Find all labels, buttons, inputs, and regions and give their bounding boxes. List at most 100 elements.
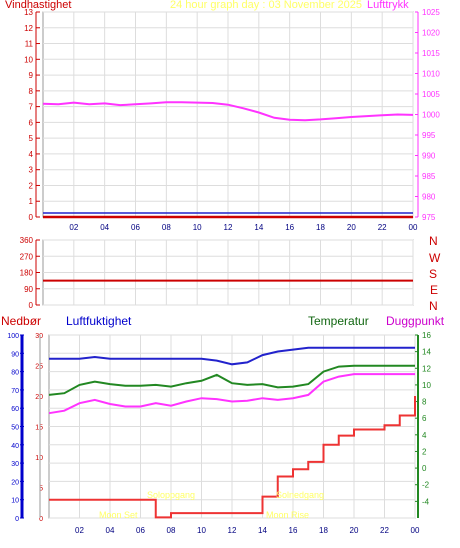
wind-pressure-series (42, 101, 414, 219)
direction-tick-label: 360 (20, 236, 34, 245)
humidity-tick-label: 80 (11, 370, 19, 377)
x-tick-label: 04 (106, 526, 115, 535)
x-tick-label: 16 (289, 526, 298, 535)
x-tick-label: 18 (319, 526, 328, 535)
temperature-label: Temperatur (308, 314, 369, 328)
x-tick-label: 08 (162, 223, 171, 232)
compass-label-east: E (430, 283, 439, 297)
compass-label-north-top: N (429, 234, 438, 248)
x-tick-label: 18 (316, 223, 325, 232)
direction-tick-label: 0 (29, 301, 34, 310)
compass-label-west: W (429, 251, 441, 265)
humidity-line (49, 346, 415, 366)
wind-direction-ticks: 0 90 180 270 360 (20, 236, 40, 310)
temperature-tick-label: 14 (422, 348, 431, 357)
temperature-tick-label: 16 (422, 331, 431, 340)
pressure-tick-label: 975 (422, 213, 436, 222)
wind-speed-tick-label: 10 (24, 55, 33, 64)
sunrise-annotation: Soloppgang (147, 490, 196, 500)
x-tick-label: 00 (411, 526, 420, 535)
pressure-tick-label: 995 (422, 131, 436, 140)
wind-speed-tick-label: 7 (29, 103, 34, 112)
moonrise-annotation: Moon Rise (266, 510, 310, 520)
temperature-tick-label: 6 (422, 414, 427, 423)
wind-speed-tick-label: 4 (29, 150, 34, 159)
compass-label-north-bottom: N (429, 299, 438, 313)
humidity-tick-label: 100 (7, 333, 19, 340)
wind-pressure-x-ticks: 02 04 06 08 10 12 14 16 18 20 22 00 (69, 223, 418, 232)
x-tick-label: 10 (193, 223, 202, 232)
wind-speed-tick-label: 3 (29, 166, 34, 175)
x-tick-label: 06 (131, 223, 140, 232)
wind-speed-tick-label: 5 (29, 134, 34, 143)
temperature-tick-label: -4 (422, 497, 430, 506)
pressure-tick-label: 980 (422, 193, 436, 202)
x-tick-label: 12 (228, 526, 237, 535)
temperature-tick-label: 4 (422, 431, 427, 440)
humidity-tick-label: 60 (11, 406, 19, 413)
humidity-tick-label: 40 (11, 443, 19, 450)
sunset-annotation: Solnedgang (276, 490, 325, 500)
compass-label-south: S (429, 267, 438, 281)
wind-speed-tick-label: 2 (29, 181, 34, 190)
humidity-tick-label: 90 (11, 351, 19, 358)
rain-tick-label: 25 (35, 364, 43, 371)
humidity-temp-grid (49, 334, 416, 519)
humidity-label: Luftfuktighet (66, 314, 132, 328)
humidity-tick-label: 30 (11, 461, 19, 468)
x-tick-label: 06 (136, 526, 145, 535)
humidity-tick-label: 20 (11, 479, 19, 486)
rain-tick-label: 30 (35, 333, 43, 340)
x-tick-label: 20 (350, 526, 359, 535)
wind-speed-tick-label: 12 (24, 24, 33, 33)
graph-date-title: 24 hour graph day : 03 November 2025 (170, 0, 363, 11)
temperature-tick-label: 8 (422, 398, 427, 407)
humidity-temp-chart: 0102030405060708090100051015202530-4-202… (7, 331, 431, 535)
pressure-tick-label: 1015 (422, 49, 440, 58)
wind-speed-tick-label: 1 (29, 197, 34, 206)
pressure-tick-label: 1025 (422, 8, 440, 17)
x-tick-label: 14 (258, 526, 267, 535)
pressure-tick-label: 990 (422, 152, 436, 161)
temperature-tick-label: 0 (422, 464, 427, 473)
humidity-temp-series (48, 346, 416, 519)
wind-speed-tick-label: 8 (29, 87, 34, 96)
x-tick-label: 10 (197, 526, 206, 535)
pressure-tick-label: 1010 (422, 70, 440, 79)
wind-direction-chart: 0 90 180 270 360 (20, 236, 414, 310)
x-tick-label: 22 (378, 223, 387, 232)
humidity-tick-label: 70 (11, 388, 19, 395)
wind-pressure-grid (43, 11, 414, 218)
direction-tick-label: 270 (20, 252, 34, 261)
temperature-tick-label: -2 (422, 481, 430, 490)
rain-label: Nedbør (1, 314, 42, 328)
direction-tick-label: 90 (24, 285, 33, 294)
pressure-line (42, 101, 414, 122)
pressure-ticks: 975 980 985 990 995 1000 1005 1010 1015 1020 1025 (415, 8, 440, 222)
rain-tick-label: 10 (35, 455, 43, 462)
rain-tick-label: 15 (35, 425, 43, 432)
x-tick-label: 00 (409, 223, 418, 232)
dewpoint-line (48, 373, 415, 415)
x-tick-label: 12 (224, 223, 233, 232)
x-tick-label: 14 (254, 223, 263, 232)
wind-direction-grid (43, 239, 414, 306)
x-tick-label: 20 (347, 223, 356, 232)
humidity-tick-label: 0 (15, 516, 19, 523)
wind-speed-tick-label: 13 (24, 8, 33, 17)
temperature-tick-label: 2 (422, 447, 427, 456)
wind-speed-tick-label: 11 (25, 40, 34, 49)
humidity-temp-x-ticks: 02 04 06 08 10 12 14 16 18 20 22 00 (75, 526, 420, 535)
x-tick-label: 02 (75, 526, 84, 535)
x-tick-label: 02 (69, 223, 78, 232)
temperature-tick-label: 10 (422, 381, 431, 390)
wind-speed-tick-label: 9 (29, 71, 34, 80)
x-tick-label: 16 (285, 223, 294, 232)
temperature-tick-label: 12 (422, 364, 431, 373)
pressure-tick-label: 1000 (422, 111, 440, 120)
pressure-label: Lufttrykk (367, 0, 409, 11)
